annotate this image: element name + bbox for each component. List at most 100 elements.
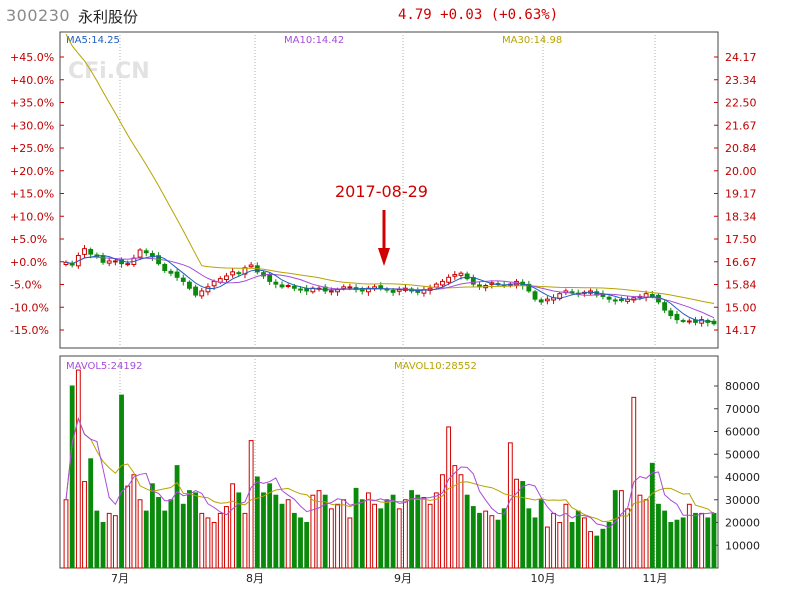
volume-bar-down <box>538 499 544 569</box>
candle-down <box>187 281 192 289</box>
price-tick-label: 15.84 <box>725 279 757 292</box>
month-label: 9月 <box>394 572 412 585</box>
candle-up <box>137 249 143 258</box>
candle-up <box>125 263 131 266</box>
candle-up <box>433 283 439 288</box>
price-tick-label: 18.34 <box>725 210 757 223</box>
volume-bar-down <box>384 499 390 569</box>
volume-bar-down <box>575 510 581 569</box>
candle-down <box>168 270 174 274</box>
volume-bar-down <box>464 494 470 569</box>
volume-bar-down <box>495 519 501 569</box>
volume-bar-down <box>520 481 526 569</box>
volume-bar-down <box>532 517 538 569</box>
volume-bar-up <box>396 508 402 569</box>
volume-bar-up <box>581 517 587 569</box>
stock-code: 300230 <box>6 6 71 25</box>
volume-bar-up <box>211 522 217 569</box>
volume-bar-down <box>273 494 279 569</box>
price-tick-label: 14.17 <box>725 324 757 337</box>
volume-bar-down <box>69 385 75 569</box>
candle-up <box>440 280 445 286</box>
candle-up <box>112 260 118 263</box>
volume-bar-up <box>328 508 334 569</box>
volume-bar-down <box>267 483 273 569</box>
candle-up <box>63 261 69 265</box>
candle-down <box>569 291 575 294</box>
price-tick-label: 17.50 <box>725 233 757 246</box>
volume-tick-label: 40000 <box>725 471 760 484</box>
volume-bar-up <box>427 503 433 569</box>
percent-tick-label: +20.0% <box>10 165 54 178</box>
volume-bar-up <box>224 506 229 569</box>
candle-up <box>347 286 353 289</box>
ma-label: MA10:14.42 <box>284 35 344 46</box>
volume-bar-down <box>409 490 415 569</box>
volume-tick-label: 20000 <box>725 517 760 530</box>
volume-bar-up <box>199 512 205 569</box>
volume-bar-up <box>544 526 550 569</box>
price-tick-label: 22.50 <box>725 97 757 110</box>
candle-down <box>273 281 279 285</box>
percent-tick-label: +30.0% <box>10 119 54 132</box>
volume-bar-down <box>606 522 612 569</box>
candle-down <box>612 299 618 302</box>
volume-bar-down <box>594 535 600 569</box>
volume-bar-down <box>477 512 482 569</box>
volume-bar-up <box>310 494 316 569</box>
candle-down <box>662 302 668 311</box>
price-tick-label: 20.84 <box>725 142 757 155</box>
volume-ma-label: MAVOL5:24192 <box>66 361 142 372</box>
candle-down <box>304 288 310 292</box>
candle-down <box>680 319 686 322</box>
volume-bar-up <box>316 490 322 569</box>
volume-bar-up <box>285 499 291 569</box>
volume-bar-down <box>359 499 365 569</box>
month-label: 7月 <box>111 572 129 585</box>
volume-bar-up <box>440 474 445 569</box>
volume-bar-down <box>668 522 674 569</box>
volume-bar-down <box>390 494 396 569</box>
percent-tick-label: -5.0% <box>10 279 42 292</box>
volume-bar-down <box>174 465 180 569</box>
candle-up <box>328 290 334 293</box>
percent-tick-label: +15.0% <box>10 188 54 201</box>
price-tick-label: 20.00 <box>725 165 757 178</box>
candle-up <box>230 271 236 276</box>
percent-tick-label: -15.0% <box>10 324 49 337</box>
header-bar: 300230 永利股份 4.79 +0.03 (+0.63%) <box>0 0 800 30</box>
volume-bar-down <box>88 458 94 569</box>
volume-bar-up <box>489 515 495 569</box>
percent-tick-label: +10.0% <box>10 210 54 223</box>
volume-bar-down <box>187 490 192 569</box>
volume-bar-down <box>526 508 532 569</box>
volume-bar-down <box>711 512 717 569</box>
volume-bar-up <box>217 512 223 569</box>
volume-bar-down <box>193 492 199 569</box>
volume-bar-down <box>662 510 668 569</box>
volume-bar-up <box>372 503 377 569</box>
volume-bar-down <box>100 522 106 569</box>
volume-bar-up <box>637 494 643 569</box>
candle-down <box>88 248 94 255</box>
ma5-line <box>65 254 715 323</box>
volume-bar-down <box>168 499 174 569</box>
volume-bar-down <box>612 490 618 569</box>
volume-bar-down <box>600 528 606 569</box>
volume-bar-up <box>347 517 353 569</box>
candle-down <box>100 255 106 263</box>
candle-down <box>291 285 297 289</box>
stock-name: 永利股份 <box>78 8 139 26</box>
candle-up <box>224 275 229 280</box>
candle-up <box>248 264 254 268</box>
month-label: 10月 <box>531 572 556 585</box>
candle-down <box>193 286 199 296</box>
ma30-line <box>65 33 715 304</box>
price-tick-label: 19.17 <box>725 188 757 201</box>
mavol5-line <box>65 416 715 529</box>
candle-down <box>619 298 624 302</box>
price-tick-label: 21.67 <box>725 119 757 132</box>
candle-down <box>711 320 717 325</box>
volume-bar-down <box>656 503 661 569</box>
volume-bar-down <box>649 462 655 569</box>
